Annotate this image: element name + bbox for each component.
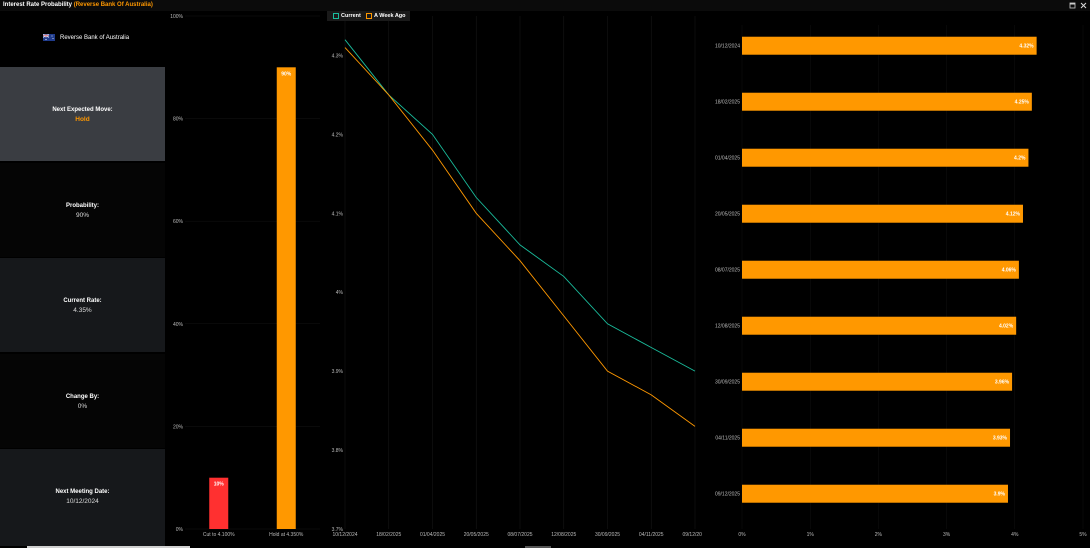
- y-tick-label: 4.2%: [332, 132, 344, 138]
- y-tick-label: 12/08/2025: [715, 324, 740, 330]
- bar: [742, 428, 1011, 447]
- x-tick-label: 5%: [1079, 532, 1087, 538]
- window-title: Interest Rate Probability (Reverse Bank …: [3, 2, 153, 8]
- summary-panel: Reverse Bank of Australia Next Expected …: [0, 11, 165, 546]
- y-tick-label: 60%: [173, 219, 184, 225]
- y-tick-label: 4.3%: [332, 53, 344, 59]
- y-tick-label: 3.9%: [332, 369, 344, 375]
- bar: [276, 67, 296, 530]
- bar: [742, 204, 1023, 223]
- x-tick-label: 10/12/2024: [332, 532, 357, 538]
- x-tick-label: Hold at 4.350%: [269, 532, 304, 538]
- next-meeting-date-card: Next Meeting Date: 10/12/2024: [0, 449, 165, 546]
- y-tick-label: 4%: [336, 290, 344, 296]
- bar-data-label: 4.02%: [999, 324, 1014, 330]
- y-tick-label: 08/07/2025: [715, 268, 740, 274]
- bar: [742, 372, 1013, 391]
- x-tick-label: 01/04/2025: [420, 532, 445, 538]
- bar-data-label: 3.93%: [993, 436, 1008, 442]
- close-icon[interactable]: [1080, 2, 1087, 9]
- bank-header: Reverse Bank of Australia: [0, 11, 165, 67]
- y-tick-label: 0%: [176, 527, 184, 533]
- y-tick-label: 04/11/2025: [715, 436, 740, 442]
- legend-item-week-ago[interactable]: A Week Ago: [364, 12, 406, 19]
- bank-name: Reverse Bank of Australia: [60, 35, 130, 41]
- bar-data-label: 4.2%: [1014, 156, 1026, 162]
- current-rate-card: Current Rate: 4.35%: [0, 258, 165, 352]
- x-tick-label: 3%: [943, 532, 951, 538]
- y-tick-label: 100%: [170, 14, 183, 20]
- x-tick-label: 0%: [738, 532, 746, 538]
- bar: [209, 477, 229, 529]
- australia-flag-icon: [43, 34, 55, 41]
- series-line-current: [344, 39, 696, 372]
- rate-line-chart: 10/12/2024 18/02/2025 01/04/2025 20/05/2025…: [332, 16, 702, 538]
- x-tick-label: 12/08/2025: [551, 532, 576, 538]
- y-tick-label: 01/04/2025: [715, 156, 740, 162]
- probability-bar-chart: 0% 20% 40% 60% 80% 100% 10% Cut to 4.100% 90% Hol…: [170, 14, 320, 538]
- y-tick-label: 09/12/2025: [715, 492, 740, 498]
- card-value: 90%: [75, 212, 89, 219]
- x-tick-label: 30/09/2025: [595, 532, 620, 538]
- window-titlebar: Interest Rate Probability (Reverse Bank …: [0, 0, 1090, 11]
- scrollbar-thumb[interactable]: [525, 546, 551, 548]
- y-tick-label: 30/09/2025: [715, 380, 740, 386]
- bar-data-label: 4.25%: [1015, 100, 1030, 106]
- bar: [742, 484, 1008, 503]
- y-tick-label: 40%: [173, 322, 184, 328]
- horizontal-scrollbar[interactable]: [27, 546, 190, 548]
- card-value: 4.35%: [73, 307, 92, 314]
- probability-card: Probability: 90%: [0, 163, 165, 257]
- y-tick-label: 3.7%: [332, 527, 344, 533]
- bar: [742, 148, 1029, 167]
- y-tick-label: 20/05/2025: [715, 212, 740, 218]
- x-tick-label: 09/12/2025: [682, 532, 702, 538]
- card-label: Next Meeting Date:: [55, 489, 110, 495]
- x-tick-label: 1%: [807, 532, 815, 538]
- bar: [742, 36, 1037, 55]
- card-label: Probability:: [65, 203, 99, 209]
- card-value: Hold: [75, 116, 90, 123]
- next-expected-move-card: Next Expected Move: Hold: [0, 67, 165, 161]
- bar-data-label: 4.12%: [1006, 212, 1021, 218]
- y-tick-label: 80%: [173, 117, 184, 123]
- x-tick-label: 04/11/2025: [639, 532, 664, 538]
- card-label: Change By:: [65, 394, 100, 400]
- x-tick-label: 08/07/2025: [507, 532, 532, 538]
- y-tick-label: 20%: [173, 424, 184, 430]
- bar-data-label: 3.96%: [995, 380, 1010, 386]
- series-line-week-ago: [344, 47, 696, 427]
- bar-data-label: 3.9%: [994, 492, 1006, 498]
- x-tick-label: Cut to 4.100%: [203, 532, 235, 538]
- bar: [742, 316, 1017, 335]
- x-tick-label: 20/05/2025: [464, 532, 489, 538]
- bar-data-label: 4.06%: [1002, 268, 1017, 274]
- legend-item-current[interactable]: Current: [331, 12, 361, 19]
- bar-data-label: 90%: [281, 71, 292, 77]
- card-value: 0%: [77, 403, 88, 410]
- y-tick-label: 10/12/2024: [715, 44, 740, 50]
- meeting-rate-bar-chart: 0% 1% 2% 3% 4% 5% 10/12/2024 4.32% 18/02/2025 4.2…: [715, 25, 1087, 538]
- bar-data-label: 10%: [214, 482, 225, 488]
- bar: [742, 92, 1032, 111]
- y-tick-label: 4.1%: [332, 211, 344, 217]
- x-tick-label: 2%: [875, 532, 883, 538]
- y-tick-label: 3.8%: [332, 448, 344, 454]
- card-value: 10/12/2024: [66, 498, 99, 505]
- card-label: Next Expected Move:: [52, 107, 113, 113]
- card-label: Current Rate:: [63, 298, 102, 304]
- bar-data-label: 4.32%: [1019, 44, 1034, 50]
- line-chart-legend: Current A Week Ago: [327, 11, 410, 21]
- x-tick-label: 18/02/2025: [376, 532, 401, 538]
- bar: [742, 260, 1019, 279]
- y-tick-label: 18/02/2025: [715, 100, 740, 106]
- restore-icon[interactable]: [1069, 2, 1076, 9]
- change-by-card: Change By: 0%: [0, 354, 165, 448]
- x-tick-label: 4%: [1011, 532, 1019, 538]
